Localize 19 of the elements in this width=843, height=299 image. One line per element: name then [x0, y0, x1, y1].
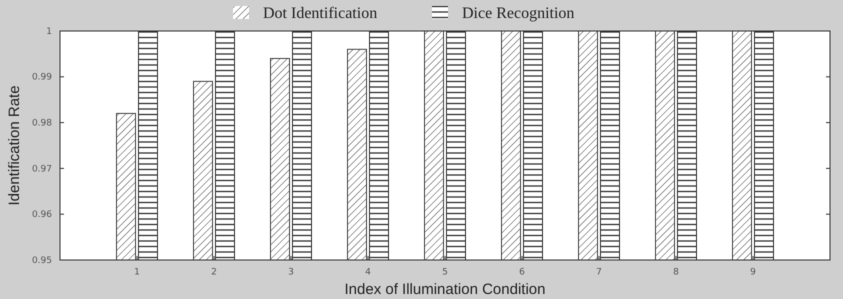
x-tick-label: 3	[288, 267, 294, 278]
x-axis-title: Index of Illumination Condition	[344, 281, 546, 298]
y-tick-label: 0.95	[32, 256, 52, 266]
x-tick-label: 4	[365, 267, 372, 278]
x-tick-label: 2	[211, 267, 217, 278]
y-tick-label: 0.99	[32, 72, 52, 83]
x-tick-label: 6	[519, 267, 526, 278]
y-tick-label: 0.98	[32, 118, 52, 128]
x-tick-label: 8	[673, 267, 680, 278]
x-tick-label: 7	[596, 267, 602, 278]
legend-label: Dice Recognition	[462, 5, 574, 22]
x-tick-label: 5	[442, 267, 448, 278]
y-tick-label: 0.97	[32, 164, 52, 174]
x-tick-label: 9	[750, 267, 756, 278]
y-axis-title: Identification Rate	[6, 85, 23, 206]
y-tick-label: 0.96	[32, 210, 52, 220]
legend-label: Dot Identification	[263, 5, 378, 22]
x-tick-label: 1	[134, 267, 140, 278]
y-tick-label: 1	[46, 26, 52, 37]
